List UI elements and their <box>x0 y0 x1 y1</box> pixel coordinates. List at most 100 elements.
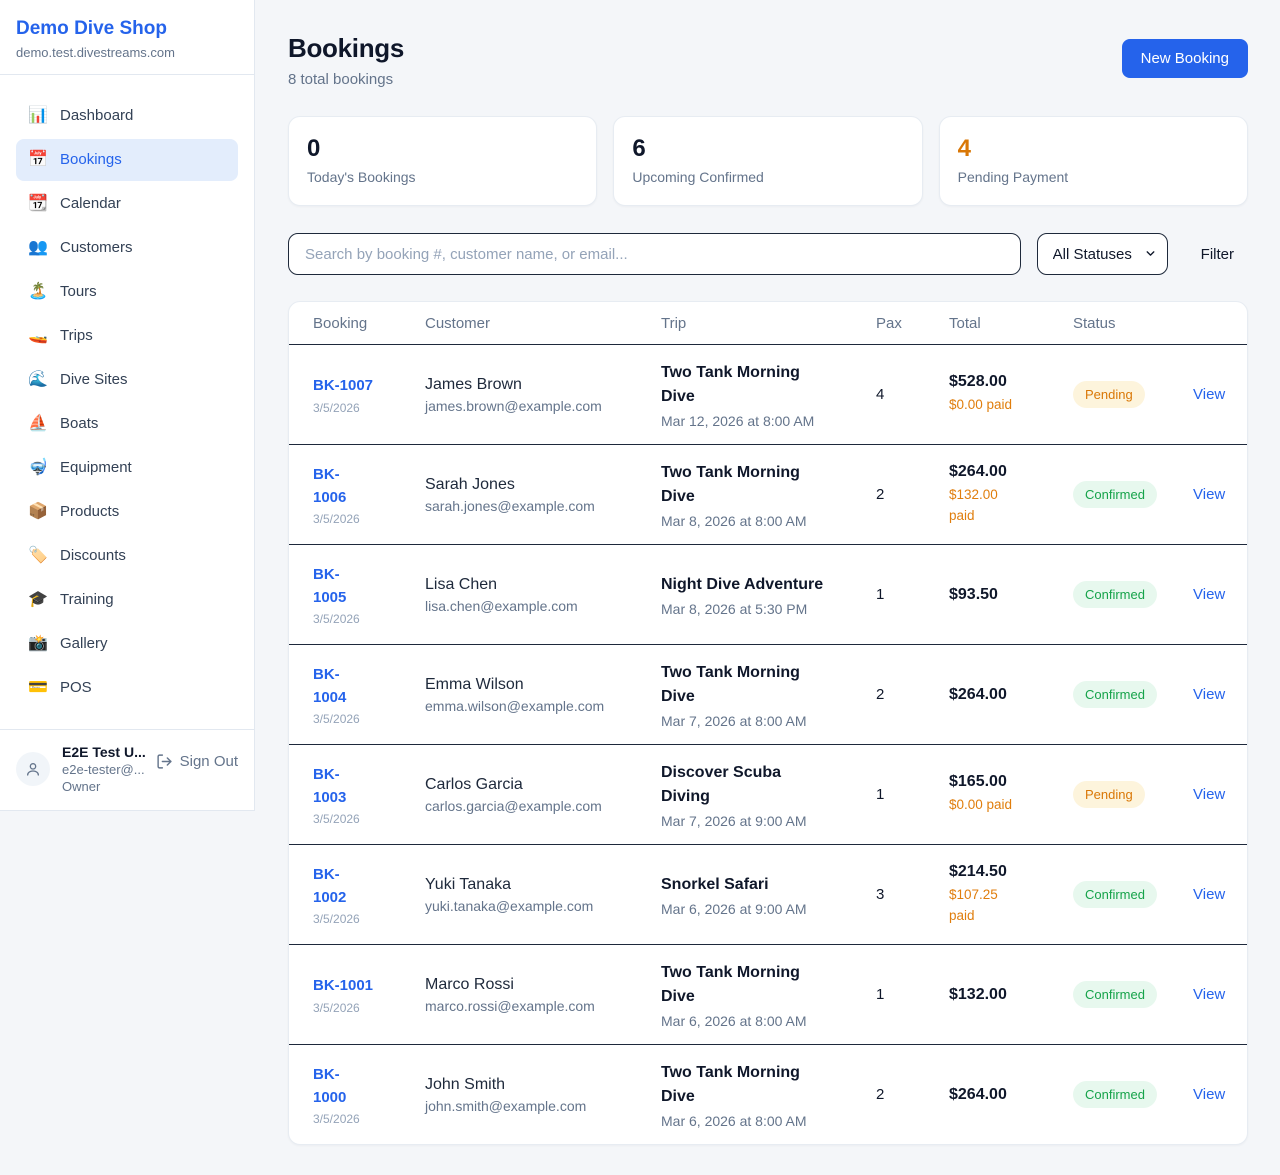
trip-name: Snorkel Safari <box>661 875 769 893</box>
sidebar-item-equipment[interactable]: 🤿 Equipment <box>16 447 238 489</box>
trip-datetime: Mar 6, 2026 at 8:00 AM <box>661 1112 807 1129</box>
bar-chart-icon: 📊 <box>28 106 48 124</box>
brand-name: Demo Dive Shop <box>16 18 167 39</box>
customer-email: lisa.chen@example.com <box>425 597 578 614</box>
sign-out-label: Sign Out <box>179 753 238 771</box>
status-badge: Pending <box>1073 381 1145 408</box>
column-header-trip: Trip <box>661 314 687 332</box>
package-icon: 📦 <box>28 502 48 520</box>
sidebar-item-bookings[interactable]: 📅 Bookings <box>16 138 238 181</box>
trip-name: Two Tank Morning Dive <box>661 1063 800 1105</box>
booking-number-link[interactable]: BK- 1006 <box>313 465 347 506</box>
new-booking-button[interactable]: New Booking <box>1121 39 1248 78</box>
status-badge: Confirmed <box>1073 681 1157 708</box>
trip-name: Two Tank Morning Dive <box>661 463 800 505</box>
view-link[interactable]: View <box>1193 385 1226 403</box>
column-header-total: Total <box>949 314 981 332</box>
booking-number-link[interactable]: BK-1001 <box>313 977 374 995</box>
stat-value: 0 <box>307 135 321 162</box>
stat-label: Upcoming Confirmed <box>632 169 764 185</box>
trip-datetime: Mar 7, 2026 at 9:00 AM <box>661 812 807 829</box>
sidebar-item-dive-sites[interactable]: 🌊 Dive Sites <box>16 359 238 401</box>
view-link[interactable]: View <box>1193 685 1226 703</box>
total-amount: $93.50 <box>949 585 998 603</box>
view-link[interactable]: View <box>1193 485 1226 503</box>
trip-name: Discover Scuba Diving <box>661 763 782 805</box>
page-header: Bookings 8 total bookings New Booking <box>288 33 1248 88</box>
sidebar-item-tours[interactable]: 🏝️ Tours <box>16 271 238 313</box>
trip-name: Two Tank Morning Dive <box>661 963 800 1005</box>
filter-button[interactable]: Filter <box>1200 245 1234 263</box>
view-link[interactable]: View <box>1193 885 1226 903</box>
sidebar-item-customers[interactable]: 👥 Customers <box>16 227 238 269</box>
status-badge: Confirmed <box>1073 581 1157 608</box>
pax-count: 1 <box>876 585 885 603</box>
tear-calendar-icon: 📆 <box>28 194 48 212</box>
sidebar-item-training[interactable]: 🎓 Training <box>16 579 238 621</box>
customer-email: james.brown@example.com <box>425 397 602 414</box>
sidebar-item-label: Tours <box>60 282 97 300</box>
people-icon: 👥 <box>28 238 48 256</box>
pax-count: 1 <box>876 985 885 1003</box>
sign-out-button[interactable]: Sign Out <box>156 753 238 770</box>
sidebar-nav: 📊 Dashboard 📅 Bookings 📆 Calendar 👥 Cust… <box>0 75 254 721</box>
view-link[interactable]: View <box>1193 1085 1226 1103</box>
speedboat-icon: 🚤 <box>28 326 48 344</box>
sign-out-icon <box>157 754 172 769</box>
customer-email: yuki.tanaka@example.com <box>425 897 594 914</box>
sidebar-item-boats[interactable]: ⛵ Boats <box>16 403 238 445</box>
trip-datetime: Mar 8, 2026 at 8:00 AM <box>661 512 807 529</box>
person-icon <box>27 762 39 776</box>
island-icon: 🏝️ <box>28 282 48 300</box>
booking-number-link[interactable]: BK- 1004 <box>313 665 347 706</box>
booking-date: 3/5/2026 <box>313 612 360 627</box>
sidebar-item-trips[interactable]: 🚤 Trips <box>16 315 238 357</box>
booking-number-link[interactable]: BK- 1003 <box>313 765 347 806</box>
view-link[interactable]: View <box>1193 985 1226 1003</box>
bookings-table: Booking Customer Trip Pax Total Status B… <box>288 301 1248 1145</box>
sidebar-item-label: Trips <box>60 326 93 344</box>
status-filter-select[interactable]: All Statuses <box>1036 233 1168 275</box>
total-amount: $132.00 <box>949 985 1007 1003</box>
table-row: BK-1007 3/5/2026 James Brown james.brown… <box>289 344 1247 444</box>
brand-block: Demo Dive Shop demo.test.divestreams.com <box>0 0 254 75</box>
pax-count: 2 <box>876 685 885 703</box>
stat-label: Pending Payment <box>957 169 1069 185</box>
booking-number-link[interactable]: BK- 1005 <box>313 565 347 606</box>
page-subtitle: 8 total bookings <box>288 71 394 88</box>
booking-number-link[interactable]: BK-1007 <box>313 377 374 395</box>
column-header-customer: Customer <box>425 314 491 332</box>
sidebar-item-gallery[interactable]: 📸 Gallery <box>16 623 238 665</box>
customer-name: John Smith <box>425 1075 506 1093</box>
customer-name: Yuki Tanaka <box>425 875 511 893</box>
search-input[interactable] <box>288 233 1021 275</box>
trip-datetime: Mar 7, 2026 at 8:00 AM <box>661 712 807 729</box>
booking-number-link[interactable]: BK- 1002 <box>313 865 347 906</box>
view-link[interactable]: View <box>1193 785 1226 803</box>
table-row: BK- 1002 3/5/2026 Yuki Tanaka yuki.tanak… <box>289 844 1247 944</box>
pax-count: 1 <box>876 785 885 803</box>
view-link[interactable]: View <box>1193 585 1226 603</box>
sidebar-item-products[interactable]: 📦 Products <box>16 491 238 533</box>
sidebar-user-footer: E2E Test U... e2e-tester@... Owner Sign … <box>0 728 254 810</box>
customer-email: marco.rossi@example.com <box>425 997 595 1014</box>
column-header-booking: Booking <box>313 314 368 332</box>
customer-email: emma.wilson@example.com <box>425 697 605 714</box>
sidebar-item-calendar[interactable]: 📆 Calendar <box>16 183 238 225</box>
total-amount: $264.00 <box>949 685 1007 703</box>
sidebar-item-discounts[interactable]: 🏷️ Discounts <box>16 535 238 577</box>
status-badge: Pending <box>1073 781 1145 808</box>
booking-number-link[interactable]: BK- 1000 <box>313 1065 347 1106</box>
pax-count: 4 <box>876 385 885 403</box>
customer-name: Marco Rossi <box>425 975 514 993</box>
sidebar-item-label: POS <box>60 678 92 696</box>
stat-card-todays-bookings: 0 Today's Bookings <box>288 116 598 206</box>
sidebar-item-dashboard[interactable]: 📊 Dashboard <box>16 95 238 137</box>
tag-icon: 🏷️ <box>28 546 48 564</box>
stats-cards: 0 Today's Bookings 6 Upcoming Confirmed … <box>288 116 1248 206</box>
sidebar-item-pos[interactable]: 💳 POS <box>16 667 238 709</box>
main-content: Bookings 8 total bookings New Booking 0 … <box>255 0 1280 1175</box>
customer-email: sarah.jones@example.com <box>425 497 595 514</box>
stat-value: 4 <box>957 135 972 162</box>
trip-datetime: Mar 12, 2026 at 8:00 AM <box>661 412 815 429</box>
